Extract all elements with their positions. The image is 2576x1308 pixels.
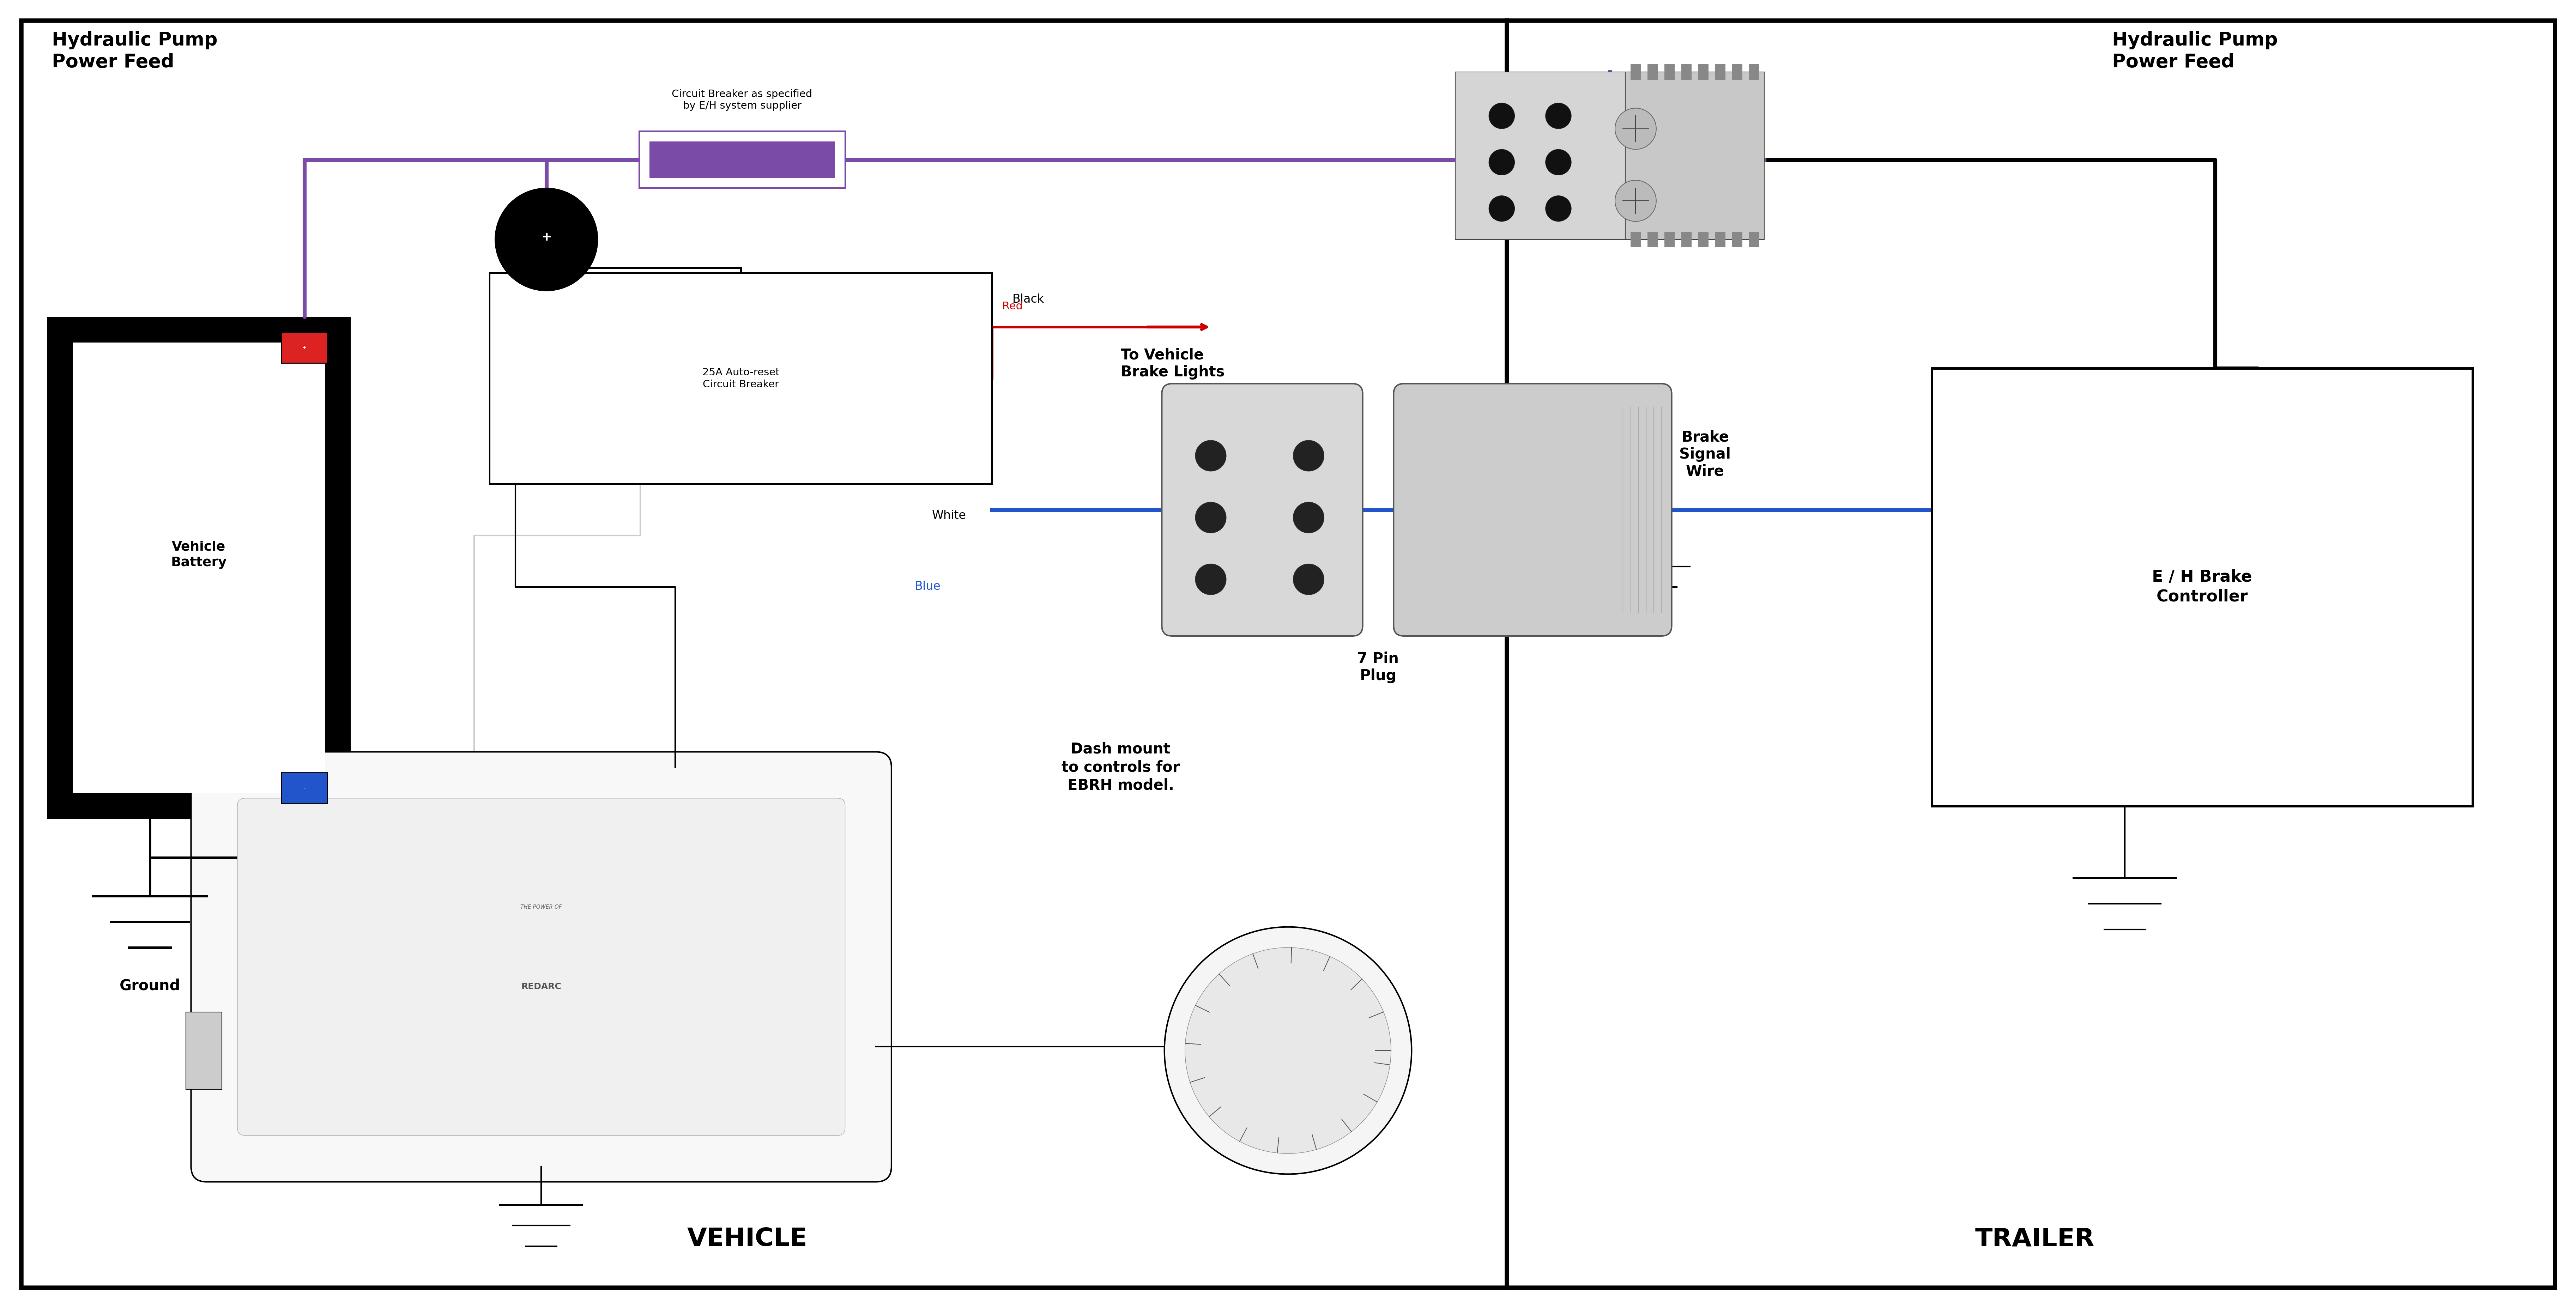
Bar: [1682, 232, 1692, 247]
Bar: [1749, 232, 1759, 247]
Bar: [1664, 64, 1674, 80]
Circle shape: [1195, 502, 1226, 532]
Circle shape: [1293, 441, 1324, 471]
Bar: [1649, 64, 1659, 80]
Bar: [185, 1012, 222, 1090]
Text: Ground: Ground: [118, 978, 180, 993]
FancyBboxPatch shape: [237, 798, 845, 1135]
Circle shape: [1489, 103, 1515, 128]
Circle shape: [1293, 564, 1324, 595]
Bar: [639, 131, 845, 188]
Circle shape: [1615, 181, 1656, 221]
Text: Hydraulic Pump
Power Feed: Hydraulic Pump Power Feed: [2112, 31, 2277, 71]
FancyBboxPatch shape: [191, 752, 891, 1182]
Bar: [281, 773, 327, 803]
Text: Vehicle
Battery: Vehicle Battery: [170, 540, 227, 569]
Bar: [46, 317, 350, 819]
Bar: [1698, 64, 1708, 80]
Text: Brake
Signal
Wire: Brake Signal Wire: [1680, 430, 1731, 479]
Bar: [1455, 72, 1625, 239]
Bar: [1682, 64, 1692, 80]
Text: +: +: [541, 232, 551, 243]
Circle shape: [1185, 947, 1391, 1154]
Bar: [1664, 232, 1674, 247]
Circle shape: [1546, 149, 1571, 175]
Text: +: +: [301, 345, 307, 351]
Bar: [1698, 232, 1708, 247]
Circle shape: [1615, 109, 1656, 149]
Bar: [1716, 64, 1726, 80]
Bar: [1649, 232, 1659, 247]
Bar: [489, 273, 992, 484]
FancyBboxPatch shape: [1162, 383, 1363, 636]
Text: 7 Pin
Plug: 7 Pin Plug: [1358, 651, 1399, 683]
Text: Hydraulic Pump
Power Feed: Hydraulic Pump Power Feed: [52, 31, 216, 71]
Bar: [1731, 232, 1741, 247]
Bar: [1631, 232, 1641, 247]
FancyBboxPatch shape: [1394, 383, 1672, 636]
Circle shape: [1195, 441, 1226, 471]
Text: Dash mount
to controls for
EBRH model.: Dash mount to controls for EBRH model.: [1061, 742, 1180, 793]
Circle shape: [1293, 502, 1324, 532]
Text: Blue: Blue: [914, 581, 940, 593]
Text: VEHICLE: VEHICLE: [688, 1227, 806, 1252]
Circle shape: [1546, 103, 1571, 128]
Bar: [1625, 72, 1765, 239]
Text: E / H Brake
Controller: E / H Brake Controller: [2151, 569, 2251, 604]
Circle shape: [1489, 196, 1515, 221]
Circle shape: [1164, 927, 1412, 1175]
Text: TRAILER: TRAILER: [1976, 1227, 2094, 1252]
Text: THE POWER OF: THE POWER OF: [520, 904, 562, 909]
Bar: [1631, 64, 1641, 80]
Bar: [1716, 232, 1726, 247]
Circle shape: [1489, 149, 1515, 175]
Text: Circuit Breaker as specified
by E/H system supplier: Circuit Breaker as specified by E/H syst…: [672, 89, 811, 111]
Bar: [1749, 64, 1759, 80]
Circle shape: [495, 188, 598, 290]
Text: White: White: [933, 510, 966, 522]
Text: Red: Red: [1002, 301, 1023, 311]
Bar: [1932, 368, 2473, 806]
Text: Black: Black: [1012, 293, 1043, 305]
Bar: [649, 141, 835, 178]
Text: REDARC: REDARC: [520, 982, 562, 991]
Bar: [281, 332, 327, 364]
Bar: [72, 343, 325, 793]
Text: 25A Auto-reset
Circuit Breaker: 25A Auto-reset Circuit Breaker: [703, 368, 781, 390]
Circle shape: [1546, 196, 1571, 221]
Bar: [1731, 64, 1741, 80]
Text: To Vehicle
Brake Lights: To Vehicle Brake Lights: [1121, 348, 1224, 379]
Circle shape: [1195, 564, 1226, 595]
